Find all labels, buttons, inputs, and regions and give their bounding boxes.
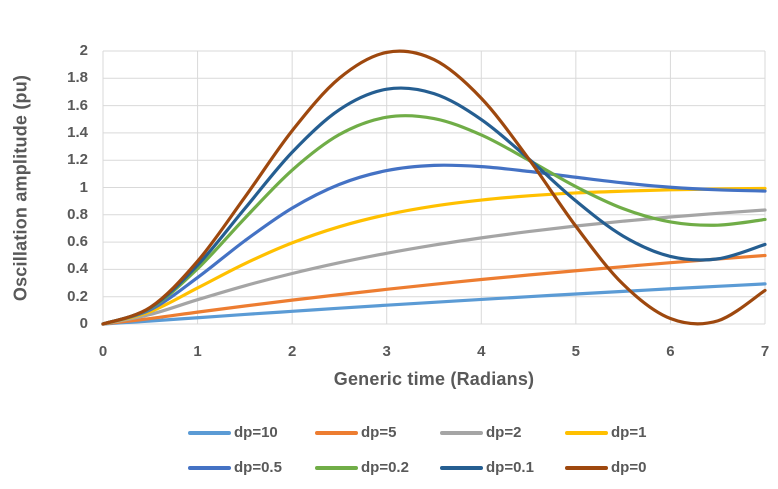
x-tick-label: 1 [193, 343, 202, 360]
y-tick-label: 0.4 [67, 260, 88, 278]
x-tick-label: 2 [287, 343, 297, 360]
series-line-dp-0-1 [101, 86, 767, 326]
y-tick-label: 1.6 [67, 96, 88, 114]
series-line-dp-2 [101, 208, 767, 326]
y-tick-label: 0 [79, 315, 88, 332]
x-tick-label: 5 [571, 343, 581, 360]
series-line-dp-0 [101, 49, 767, 326]
y-tick-label: 0.8 [67, 205, 88, 223]
series-line-dp-0-2 [101, 114, 767, 326]
y-tick-label: 1 [79, 178, 88, 196]
y-tick-label: 1.8 [67, 69, 88, 87]
x-tick-label: 7 [760, 343, 770, 360]
y-tick-label: 1.2 [67, 151, 88, 169]
x-tick-label: 3 [382, 343, 391, 360]
x-tick-label: 4 [477, 343, 486, 360]
y-tick-label: 0.2 [67, 287, 88, 305]
y-tick-label: 1.4 [67, 123, 88, 141]
y-tick-label: 0.6 [67, 233, 88, 251]
series-line-dp-5 [101, 253, 767, 326]
x-axis-title: Generic time (Radians) [333, 369, 535, 389]
x-tick-label: 6 [666, 343, 675, 360]
x-tick-label: 0 [98, 343, 108, 360]
series-line-dp-0-5 [101, 163, 767, 326]
y-tick-label: 2 [79, 42, 88, 59]
series-line-dp-10 [101, 282, 767, 326]
series-line-dp-1 [101, 186, 767, 326]
